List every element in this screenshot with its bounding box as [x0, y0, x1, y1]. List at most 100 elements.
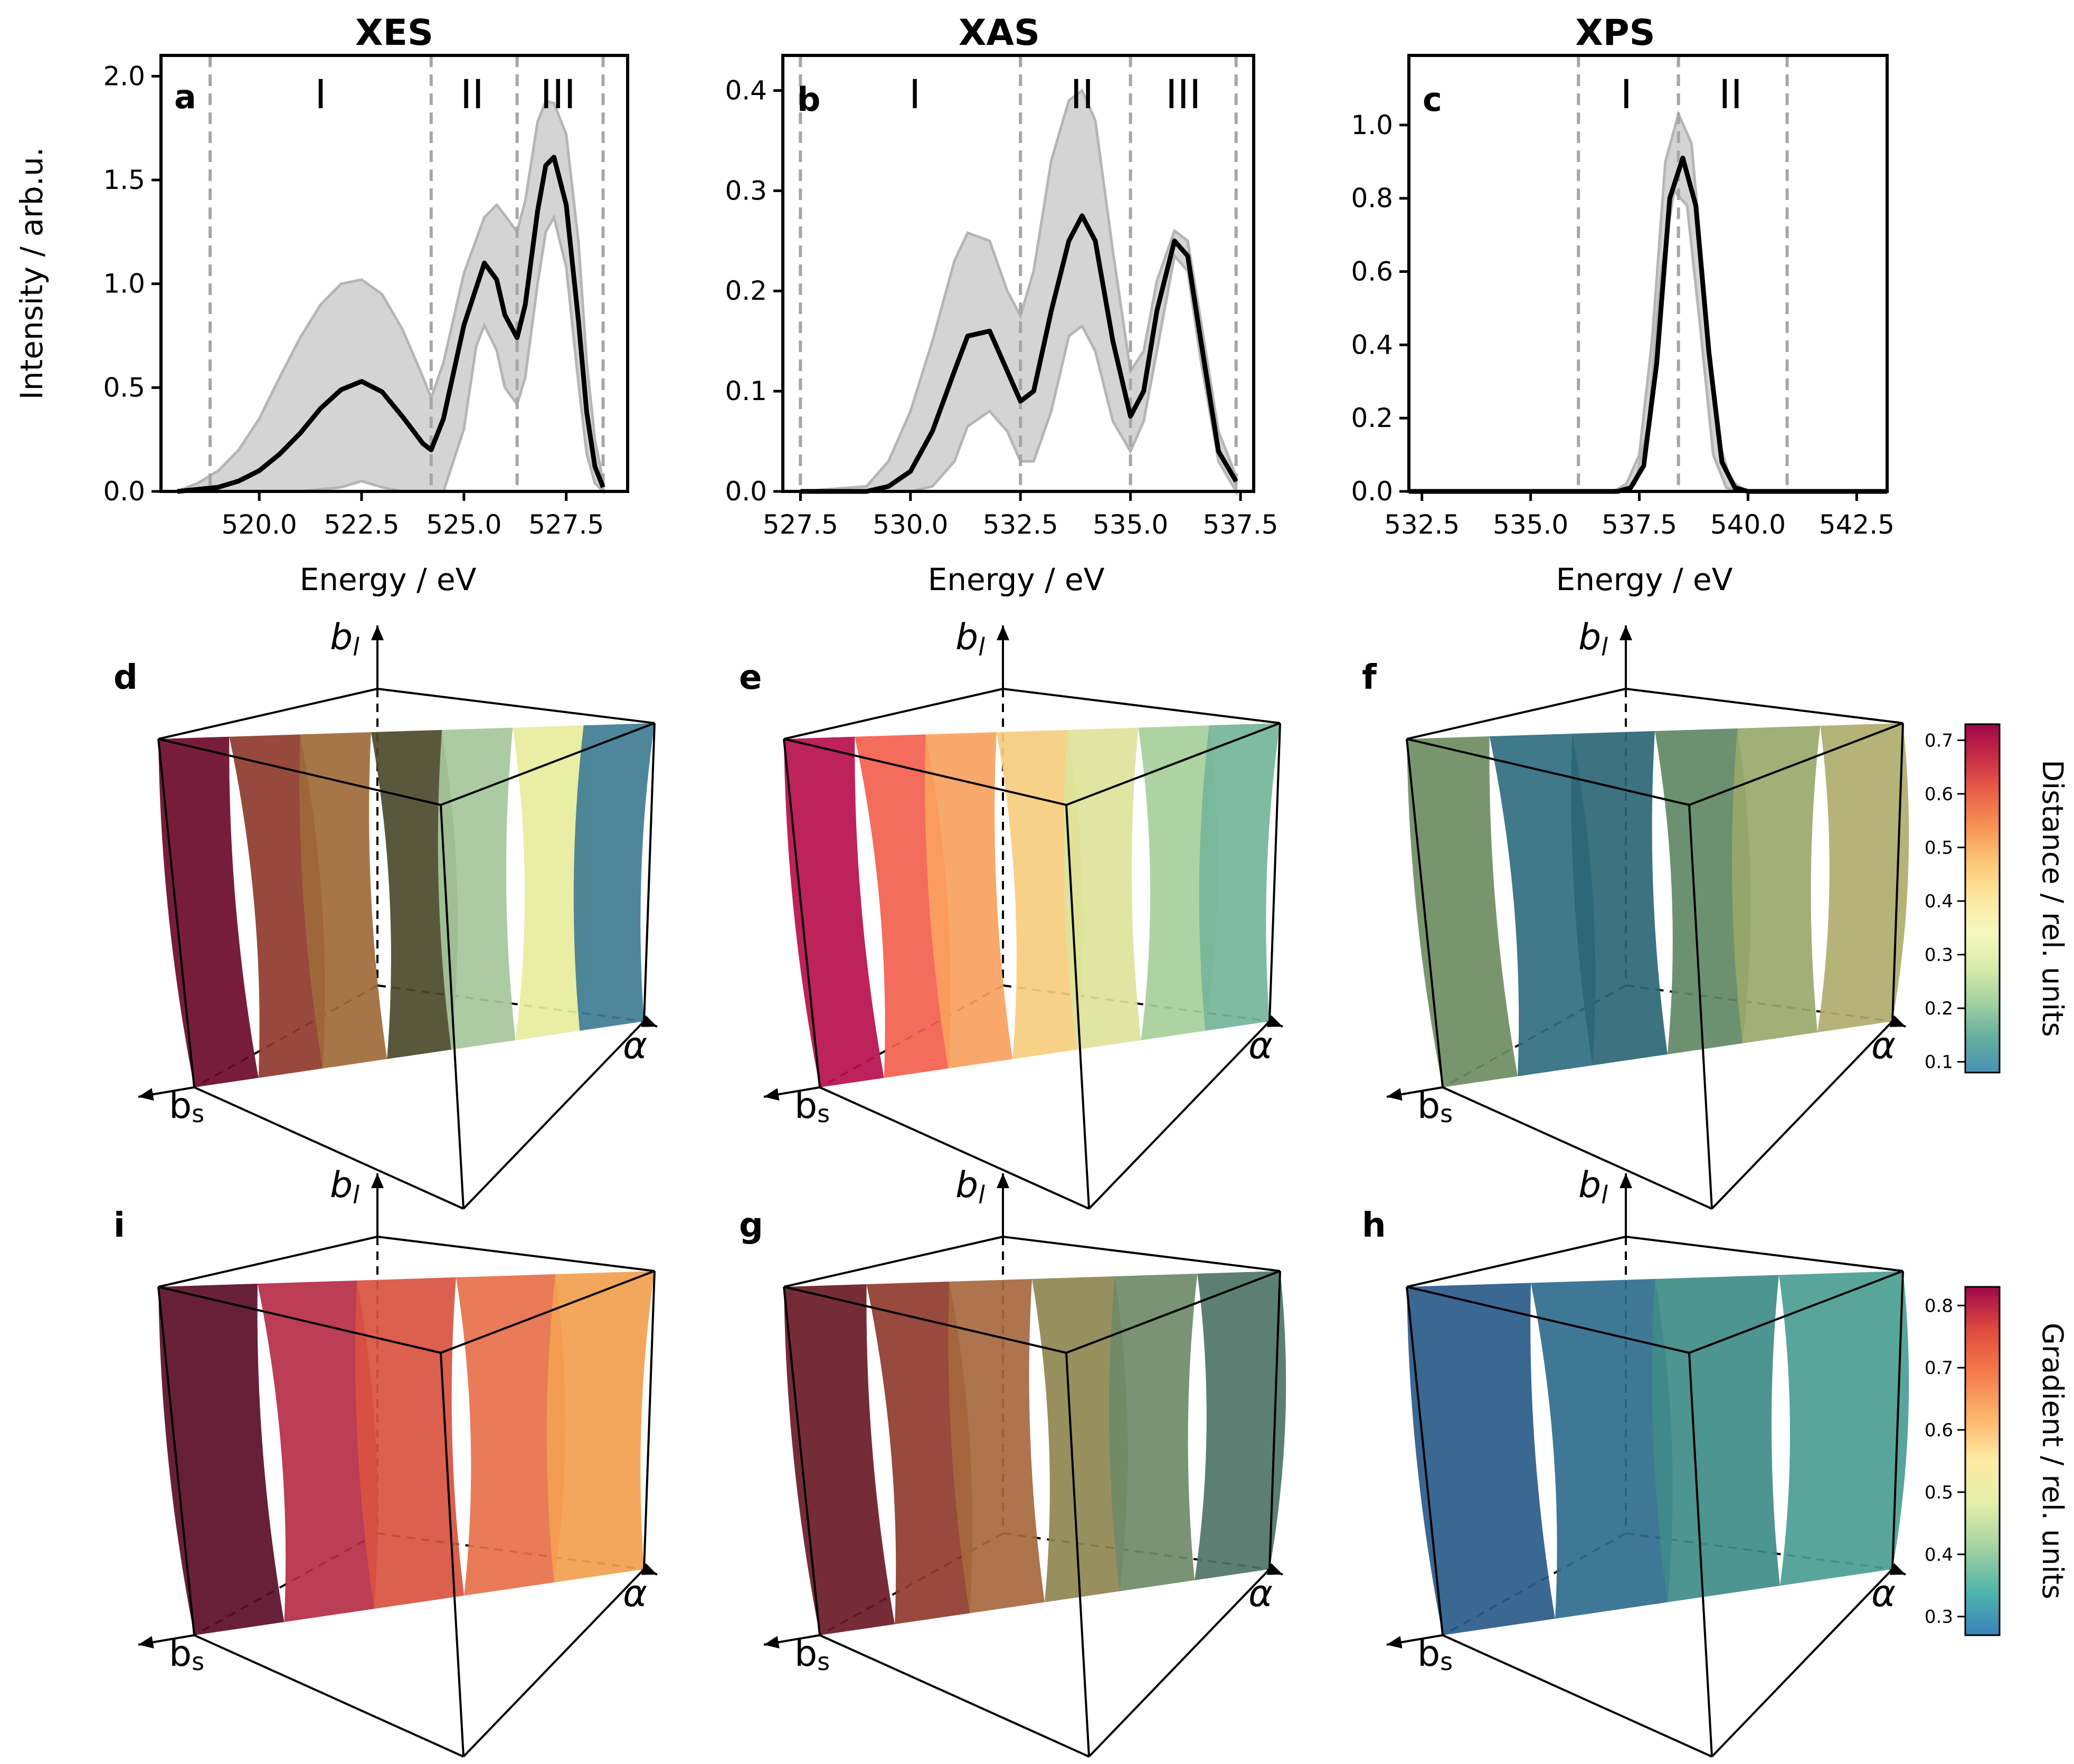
cube-edge [783, 1286, 1067, 1354]
x-tick-label: 525.0 [426, 509, 501, 540]
cube-edge [158, 1236, 378, 1288]
axis-arrow-bl-head [997, 625, 1009, 640]
y-tick-label: 0.2 [725, 276, 767, 306]
colorbar-tick-label: 0.4 [1925, 1544, 1953, 1566]
cube-edge [643, 723, 656, 1022]
isosurface-patch [1817, 723, 1909, 1032]
colorbar-gradient-strip [1964, 723, 2001, 1074]
cube-edge [1442, 1086, 1712, 1210]
region-label: III [541, 71, 576, 118]
colorbar-gradient: 0.3 0.4 0.5 0.6 0.7 0.8 Gradient / rel. units [1925, 1286, 2069, 1636]
axis-arrow-bl-head [371, 1173, 384, 1188]
mean-spectrum-line [177, 155, 605, 494]
cube-edge [1268, 1270, 1281, 1570]
y-tick-label: 0.0 [725, 476, 767, 507]
surface-panel-e: e bl α bs [739, 617, 1283, 1210]
cube-edge [158, 688, 378, 740]
cube-edge [157, 738, 195, 1088]
cube-edge [194, 1086, 464, 1210]
axis-arrow-alpha-head [1266, 1015, 1283, 1027]
axis-label-alpha: α [1871, 1572, 1896, 1615]
cube-edge [1688, 804, 1713, 1209]
colorbar-tick-label: 0.7 [1925, 1358, 1953, 1379]
isosurface-patch [948, 1279, 1045, 1614]
isosurface-patch [258, 1281, 378, 1622]
chart-panel-xps: I II 532.5 535.0 537.5 540.0 542.50.00.20.40.… [1351, 12, 1894, 598]
cube-edge [157, 1286, 195, 1636]
axis-label-bl: bl [955, 1164, 985, 1209]
colorbar-distance: 0.1 0.2 0.3 0.4 0.5 0.6 0.7 Distance / rel. un… [1925, 723, 2069, 1074]
colorbar-tick-label: 0.7 [1925, 730, 1953, 751]
cube-edge [819, 1086, 1090, 1210]
cube-edge [1268, 723, 1281, 1022]
colorbar-tick-label: 0.5 [1925, 838, 1953, 859]
chart-panel-xas: I II III 527.5 530.0 532.5 535.0 537.50.00.10.… [725, 12, 1278, 598]
region-label: I [1621, 71, 1632, 118]
x-tick-label: 532.5 [1384, 509, 1460, 540]
chart-title: XES [355, 12, 433, 54]
axis-label-bl: bl [1578, 617, 1608, 661]
isosurface-patch [299, 732, 387, 1069]
panel-label: h [1362, 1206, 1386, 1245]
y-tick-label: 0.8 [1351, 183, 1393, 214]
isosurface-patch [1655, 728, 1751, 1055]
surface-panel-g: g bl α bs [739, 1164, 1286, 1758]
y-tick-label: 0.4 [725, 75, 767, 106]
cube-edge [462, 1020, 645, 1210]
axis-label-alpha: α [1248, 1024, 1273, 1067]
cube-edge [1625, 1236, 1903, 1272]
isosurface-patch [996, 729, 1083, 1059]
uncertainty-band [800, 88, 1238, 497]
cube-edge [1406, 1286, 1444, 1636]
colorbar-tick-label: 0.4 [1925, 891, 1953, 912]
mean-spectrum-line [800, 213, 1238, 494]
axis-arrow-bs-head [138, 1636, 154, 1649]
colorbar-tick-label: 0.8 [1925, 1295, 1953, 1316]
panel-label: d [113, 658, 138, 697]
axis-arrow-alpha-head [1889, 1015, 1906, 1027]
surface-panel-d: d bl α bs [113, 617, 658, 1210]
isosurface-patch [866, 1282, 973, 1625]
axis-label-bl: bl [330, 617, 359, 661]
x-tick-label: 532.5 [983, 509, 1058, 540]
cube-edge [1406, 1236, 1626, 1288]
surface-panel-f: f bl α bs [1362, 617, 1909, 1210]
isosurface-patch [158, 1284, 285, 1635]
panel-label: f [1362, 658, 1377, 697]
colorbar-gradient-strip [1964, 1286, 2001, 1636]
x-tick-label: 527.5 [528, 509, 604, 540]
isosurface-patch [1199, 723, 1280, 1031]
region-label: I [315, 71, 326, 118]
panel-label: g [739, 1206, 763, 1245]
cube-edge [440, 1270, 655, 1354]
cube-edge [1065, 804, 1090, 1209]
y-tick-label: 0.6 [1351, 257, 1393, 287]
x-tick-label: 540.0 [1710, 509, 1786, 540]
x-tick-label: 542.5 [1819, 509, 1895, 540]
colorbar-tick-label: 0.1 [1925, 1052, 1953, 1073]
isosurface-patch [438, 727, 516, 1050]
surface-panel-h: h bl α bs [1362, 1164, 1909, 1758]
y-tick-label: 2.0 [103, 61, 145, 91]
y-tick-label: 0.3 [725, 175, 767, 206]
chart-panel-xes: I II III 520.0 522.5 525.0 527.50.00.51.01.52… [14, 12, 629, 598]
cube-edge [1891, 1270, 1904, 1570]
axis-label-bl: bl [1578, 1164, 1608, 1209]
cube-edge [1406, 688, 1626, 740]
cube-edge [1065, 1352, 1090, 1757]
cube-edge [1711, 1020, 1893, 1210]
colorbar-tick-label: 0.2 [1925, 998, 1953, 1019]
axis-arrow-bl-head [1620, 1173, 1632, 1188]
axis-arrow-alpha-head [1266, 1563, 1283, 1575]
cube-edge [1406, 738, 1444, 1088]
colorbar-tick-label: 0.6 [1925, 1420, 1953, 1441]
plot-frame [159, 54, 629, 493]
region-label: I [909, 71, 921, 118]
axis-arrow-bs-head [138, 1088, 154, 1101]
isosurface-patch [1138, 725, 1218, 1040]
x-tick-label: 537.5 [1202, 509, 1278, 540]
x-tick-label: 520.0 [222, 509, 297, 540]
axis-label-alpha: α [623, 1024, 647, 1067]
axis-label-alpha: α [1248, 1572, 1273, 1615]
